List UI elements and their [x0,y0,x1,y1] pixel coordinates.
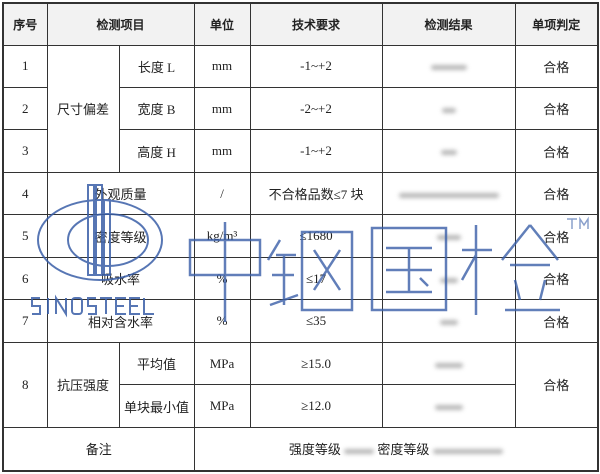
row-verdict: 合格 [514,214,599,258]
header-unit: 单位 [193,2,251,46]
row-result-redacted [381,171,516,216]
row-verdict: 合格 [514,256,599,301]
table-row: 8 抗压强度 平均值 MPa ≥15.0 合格 [2,341,599,428]
header-result: 检测结果 [381,2,516,46]
row-requirement: ≤35 [249,299,383,343]
density-value-redacted [432,449,503,455]
row-no: 6 [2,256,48,301]
row-result-redacted [381,384,516,428]
row-no: 4 [2,171,48,216]
row-result-redacted [381,341,516,386]
row-verdict: 合格 [514,299,599,343]
row-unit: kg/m³ [193,214,251,258]
row-verdict: 合格 [514,44,599,88]
note-content: 强度等级 密度等级 [193,426,599,472]
row-requirement: 不合格品数≤7 块 [249,171,383,216]
header-no: 序号 [2,2,48,46]
row-no: 7 [2,299,48,343]
row-verdict: 合格 [514,86,599,131]
row-result-redacted [381,214,516,258]
row-requirement: -2~+2 [249,86,383,131]
row-verdict: 合格 [514,341,599,428]
row-item: 密度等级 [46,214,195,258]
note-row: 备注 强度等级 密度等级 [2,426,599,472]
row-unit: % [193,299,251,343]
header-requirement: 技术要求 [249,2,383,46]
row-requirement: -1~+2 [249,44,383,88]
row-no: 3 [2,129,48,173]
row-unit: mm [193,86,251,131]
strength-value-redacted [344,449,375,455]
row-no: 1 [2,44,48,88]
row-item: 宽度 B [118,86,195,131]
row-item: 高度 H [118,129,195,173]
table-row: 4 外观质量 / 不合格品数≤7 块 合格 [2,171,599,216]
row-unit: % [193,256,251,301]
table-row: 单块最小值 MPa ≥12.0 [3,384,598,428]
table-row: 6 吸水率 % ≤17 合格 [2,256,599,301]
row-requirement: ≥12.0 [249,384,383,428]
row-result-redacted [381,86,516,131]
row-verdict: 合格 [514,129,599,173]
row-requirement: -1~+2 [249,129,383,173]
row-no: 2 [2,86,48,131]
row-item: 吸水率 [46,256,195,301]
table-row: 2 宽度 B mm -2~+2 合格 [2,86,599,131]
row-result-redacted [381,256,516,301]
group8-label: 抗压强度 [46,341,120,428]
row-no: 5 [2,214,48,258]
strength-label: 强度等级 [288,442,341,458]
row-no: 8 [2,341,48,428]
row-item: 长度 L [118,44,195,88]
row-requirement: ≤1680 [249,214,383,258]
row-item: 单块最小值 [118,384,195,428]
header-item: 检测项目 [46,2,195,46]
table-row: 7 相对含水率 % ≤35 合格 [2,299,599,343]
table-row: 1 尺寸偏差 长度 L mm -1~+2 合格 [2,44,599,173]
header-verdict: 单项判定 [514,2,599,46]
table-row: 5 密度等级 kg/m³ ≤1680 合格 [2,214,599,258]
group-label: 尺寸偏差 [46,44,120,173]
row-result-redacted [381,129,516,173]
row-unit: MPa [193,384,251,428]
row-unit: / [193,171,251,216]
header-row: 序号 检测项目 单位 技术要求 检测结果 单项判定 [2,2,599,46]
row-result-redacted [381,44,516,88]
row-result-redacted [381,299,516,343]
row-unit: MPa [193,341,251,386]
row-requirement: ≥15.0 [249,341,383,386]
row-item: 外观质量 [46,171,195,216]
note-label: 备注 [2,426,195,472]
row-item: 平均值 [118,341,195,386]
row-requirement: ≤17 [249,256,383,301]
density-label: 密度等级 [377,442,430,458]
row-item: 相对含水率 [46,299,195,343]
row-verdict: 合格 [514,171,599,216]
row-unit: mm [193,129,251,173]
row-unit: mm [193,44,251,88]
